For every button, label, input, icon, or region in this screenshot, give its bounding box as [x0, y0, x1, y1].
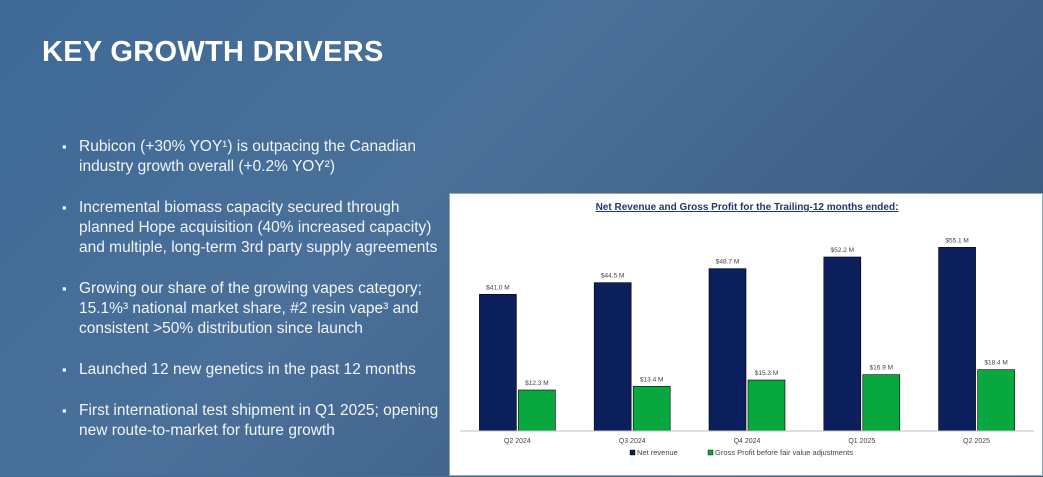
- net-revenue-data-label: $41.0 M: [486, 284, 510, 291]
- legend-label-gross-profit: Gross Profit before fair value adjustmen…: [715, 448, 853, 457]
- gross-profit-data-label: $15.3 M: [755, 370, 779, 377]
- chart-legend: Net revenue Gross Profit before fair valu…: [629, 448, 853, 457]
- net-revenue-bar: [708, 268, 747, 432]
- chart-title: Net Revenue and Gross Profit for the Tra…: [596, 202, 899, 213]
- gross-profit-data-label: $12.3 M: [525, 380, 549, 387]
- gross-profit-bar: [977, 369, 1015, 432]
- slide-title: KEY GROWTH DRIVERS: [42, 36, 384, 68]
- legend-swatch-gross-profit: [707, 449, 714, 456]
- x-tick-label: Q1 2025: [848, 438, 875, 445]
- bullet-item: Incremental biomass capacity secured thr…: [62, 198, 452, 258]
- net-revenue-bar: [938, 247, 976, 432]
- gross-profit-data-label: $13.4 M: [640, 376, 664, 383]
- net-revenue-bar: [479, 294, 517, 432]
- key-drivers-list: Rubicon (+30% YOY¹) is outpacing the Can…: [62, 137, 452, 441]
- net-revenue-bar: [823, 256, 862, 432]
- chart-svg: Net Revenue and Gross Profit for the Tra…: [460, 202, 1034, 457]
- net-revenue-bar: [593, 282, 632, 432]
- x-tick-label: Q2 2024: [504, 438, 531, 445]
- bullet-item: First international test shipment in Q1 …: [62, 401, 452, 441]
- legend-swatch-net-revenue: [629, 449, 636, 456]
- gross-profit-bar: [518, 389, 556, 432]
- net-revenue-data-label: $48.7 M: [716, 259, 740, 266]
- gross-profit-data-label: $16.9 M: [870, 365, 894, 372]
- net-revenue-data-label: $52.2 M: [831, 247, 855, 254]
- bullet-item: Growing our share of the growing vapes c…: [62, 279, 452, 339]
- bullet-item: Launched 12 new genetics in the past 12 …: [62, 360, 452, 380]
- chart-bars: $41.0 M $12.3 M Q2 2024 $44.5 M $13.4 M Q3 20…: [479, 237, 1015, 445]
- gross-profit-bar: [747, 379, 786, 432]
- net-revenue-data-label: $55.1 M: [945, 237, 969, 244]
- legend-label-net-revenue: Net revenue: [637, 448, 678, 457]
- x-tick-label: Q2 2025: [963, 438, 990, 445]
- gross-profit-bar: [862, 374, 901, 432]
- gross-profit-data-label: $18.4 M: [984, 360, 1008, 367]
- revenue-profit-chart: Net Revenue and Gross Profit for the Tra…: [449, 193, 1043, 476]
- x-tick-label: Q4 2024: [734, 438, 761, 445]
- x-tick-label: Q3 2024: [619, 438, 646, 445]
- gross-profit-bar: [632, 386, 671, 432]
- bullet-item: Rubicon (+30% YOY¹) is outpacing the Can…: [62, 137, 452, 177]
- net-revenue-data-label: $44.5 M: [601, 273, 625, 280]
